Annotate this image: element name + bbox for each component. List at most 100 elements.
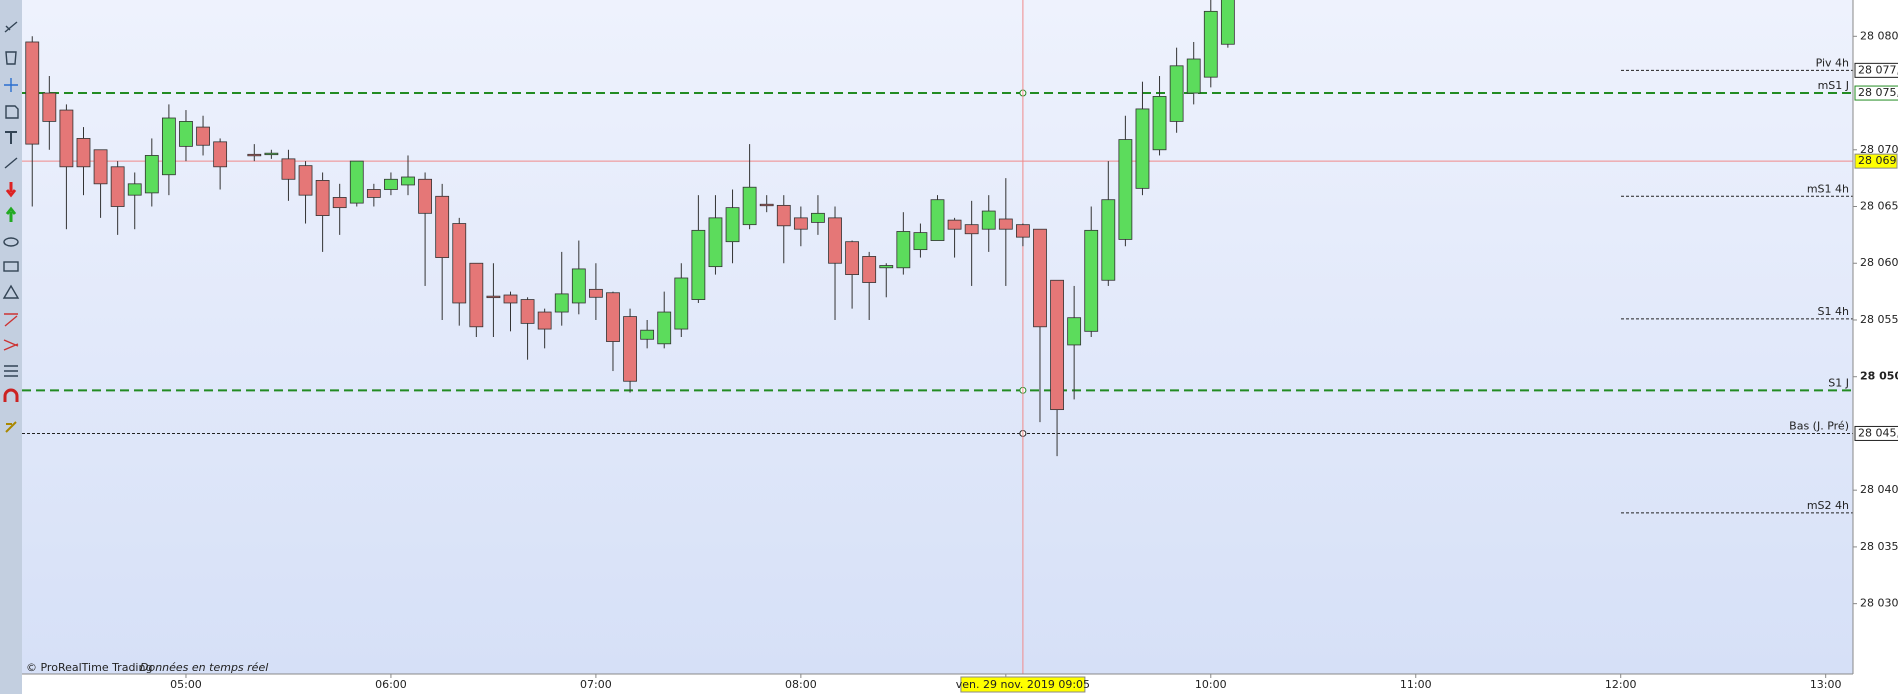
candle-body: [913, 232, 928, 251]
candle-body: [588, 288, 603, 298]
candle-body: [1084, 229, 1099, 332]
tool-icon[interactable]: [3, 237, 19, 247]
candle-body: [418, 178, 432, 214]
tool-icon[interactable]: [3, 339, 19, 351]
candle-body: [179, 121, 193, 147]
current-price-box: [1854, 153, 1898, 169]
candle-body: [896, 231, 911, 269]
tool-icon[interactable]: [5, 51, 17, 65]
candle-body: [93, 149, 108, 185]
candle-body: [947, 219, 962, 230]
candle-body: [59, 109, 74, 168]
candle-body: [708, 217, 723, 268]
candle-body: [264, 152, 279, 156]
tool-icon[interactable]: [4, 313, 18, 327]
x-tick-label: 13:00: [1810, 678, 1842, 691]
candle-body: [998, 218, 1013, 230]
candle-body: [127, 183, 142, 196]
footer-note: Données en temps réel: [140, 661, 268, 674]
plot-layer: [22, 0, 1853, 674]
y-tick-label: 28 050: [1860, 370, 1898, 383]
candle-body: [554, 293, 569, 313]
level-label: mS2 4h: [1807, 499, 1849, 512]
candle-body: [247, 153, 262, 157]
candle-body: [691, 229, 706, 300]
candle-body: [862, 256, 877, 283]
candle-body: [981, 210, 996, 230]
y-tick-label: 28 080: [1860, 29, 1898, 42]
tool-icon[interactable]: [4, 157, 18, 169]
current-price-label: 28 069: [1858, 154, 1897, 167]
candle-body: [845, 241, 859, 275]
tool-icon[interactable]: [5, 131, 17, 144]
tool-icon[interactable]: [2, 284, 20, 299]
level-label: S1 4h: [1818, 305, 1849, 318]
level-price-box: [1854, 62, 1898, 78]
candle-body: [1101, 199, 1116, 281]
x-tick-label: 10:00: [1195, 678, 1227, 691]
level-label: mS1 J: [1818, 79, 1849, 92]
y-tick-label: 28 060: [1860, 256, 1898, 269]
candle-body: [503, 294, 518, 304]
candle-body: [623, 316, 637, 382]
candle-body: [366, 189, 381, 198]
candle-body: [1186, 58, 1201, 94]
candle-body: [879, 265, 894, 269]
candle-body: [930, 199, 945, 241]
x-tick-label: 05:00: [170, 678, 202, 691]
candle-body: [725, 207, 740, 243]
corner: [1853, 676, 1898, 694]
candle-body: [213, 141, 228, 168]
level-price-label: 28 075,0: [1858, 86, 1898, 99]
candle-body: [811, 212, 825, 223]
tool-icon[interactable]: [3, 261, 19, 272]
candle-body: [1016, 224, 1030, 238]
tool-icon[interactable]: [5, 421, 17, 433]
level-label: Piv 4h: [1816, 56, 1849, 69]
level-label: Bas (J. Pré): [1789, 419, 1849, 432]
candle-body: [144, 155, 159, 194]
candle-body: [828, 217, 842, 264]
tool-icon[interactable]: [5, 105, 19, 119]
candle-body: [776, 204, 791, 227]
candle-body: [640, 329, 655, 340]
candle-body: [349, 160, 364, 204]
crosshair-label: ven. 29 nov. 2019 09:05: [956, 678, 1090, 691]
candle-body: [742, 186, 757, 226]
candle-body: [110, 166, 125, 207]
tool-icon[interactable]: [5, 182, 17, 198]
x-tick-label: 06:00: [375, 678, 407, 691]
candle-body: [1033, 228, 1047, 328]
candle-body: [1203, 10, 1218, 78]
y-tick-label: 28 055: [1860, 313, 1898, 326]
candle-body: [401, 176, 415, 186]
candle-body: [537, 311, 552, 330]
tool-icon[interactable]: [4, 21, 18, 33]
y-tick-label: 28 035: [1860, 540, 1898, 553]
candle-body: [674, 277, 689, 330]
candle-body: [486, 295, 501, 299]
candle-body: [196, 126, 210, 146]
candle-body: [1118, 139, 1133, 240]
y-tick-label: 28 070: [1860, 143, 1898, 156]
candle-body: [1050, 279, 1064, 411]
candle-body: [332, 197, 347, 209]
candle-body: [1220, 0, 1235, 45]
candle-body: [161, 117, 176, 176]
candle-body: [384, 178, 398, 190]
tool-icon[interactable]: [4, 365, 18, 377]
candle-body: [1135, 108, 1150, 189]
x-tick-label: 12:00: [1605, 678, 1637, 691]
candle-body: [315, 180, 330, 216]
level-price-box: [1854, 425, 1898, 441]
tool-icon[interactable]: [3, 388, 19, 402]
x-tick-label: 08:00: [785, 678, 817, 691]
tool-icon[interactable]: [4, 78, 18, 92]
candle-body: [281, 158, 296, 180]
tool-icon[interactable]: [5, 206, 17, 222]
candle-body: [520, 299, 535, 324]
candle-body: [469, 262, 484, 328]
level-price-box: [1854, 85, 1898, 101]
candle-body: [606, 292, 620, 342]
